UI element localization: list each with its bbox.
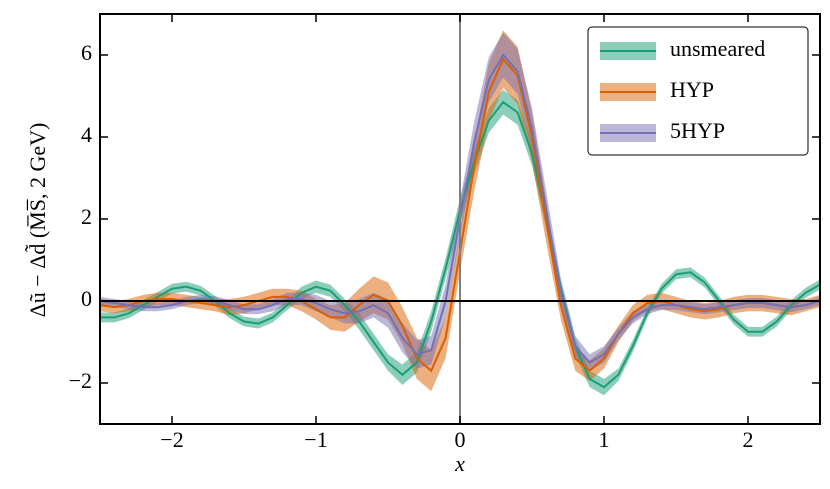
y-tick-label: 0 [81,286,92,311]
x-tick-label: −2 [160,427,183,452]
x-tick-label: −1 [304,427,327,452]
y-axis-label: Δũ − Δd̃ (M̅S̅, 2 GeV) [25,123,50,318]
y-tick-label: 4 [81,122,92,147]
legend-label: HYP [670,77,714,102]
legend-label: 5HYP [670,118,725,143]
y-tick-label: 2 [81,204,92,229]
x-tick-label: 0 [455,427,466,452]
x-tick-label: 2 [743,427,754,452]
legend-label: unsmeared [670,36,765,61]
y-tick-label: 6 [81,40,92,65]
x-axis-label: x [454,451,465,476]
x-tick-label: 1 [599,427,610,452]
y-tick-label: −2 [69,368,92,393]
